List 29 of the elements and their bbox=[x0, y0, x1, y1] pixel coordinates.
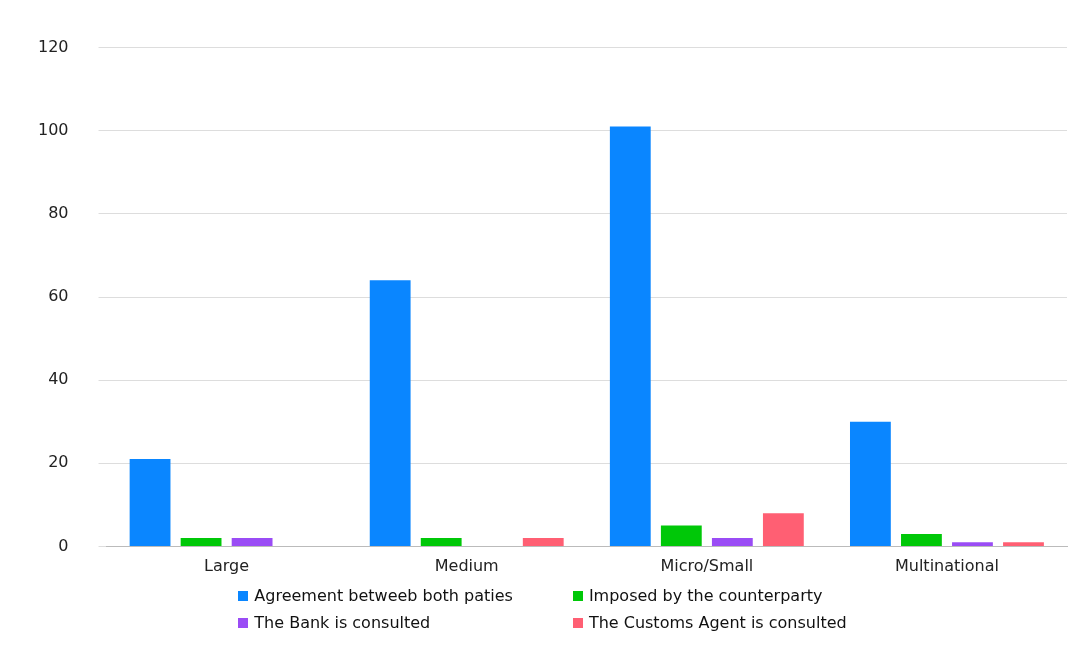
bar bbox=[901, 533, 942, 546]
legend-label: The Customs Agent is consulted bbox=[588, 613, 847, 632]
bar bbox=[180, 538, 222, 546]
x-tick-label: Micro/Small bbox=[660, 556, 754, 576]
bar bbox=[609, 126, 651, 546]
bar bbox=[762, 513, 804, 546]
y-tick-label: 100 bbox=[37, 119, 69, 139]
bar bbox=[1003, 542, 1044, 546]
bar bbox=[850, 421, 891, 546]
bar bbox=[711, 538, 753, 546]
bar bbox=[369, 280, 411, 546]
y-tick-label: 0 bbox=[58, 535, 69, 555]
y-tick-label: 60 bbox=[48, 286, 69, 306]
bar bbox=[952, 542, 993, 546]
y-tick-label: 80 bbox=[48, 203, 69, 223]
bar bbox=[420, 538, 462, 546]
legend-label: Agreement betweeb both paties bbox=[254, 586, 513, 605]
y-tick-label: 120 bbox=[37, 36, 69, 56]
bar bbox=[129, 459, 171, 546]
x-tick-label: Multinational bbox=[894, 556, 999, 576]
bar bbox=[522, 538, 564, 546]
legend-label: Imposed by the counterparty bbox=[588, 586, 823, 605]
bar bbox=[660, 525, 702, 546]
y-tick-label: 20 bbox=[48, 452, 69, 472]
x-tick-label: Medium bbox=[434, 556, 499, 576]
bar bbox=[231, 538, 273, 546]
y-tick-label: 40 bbox=[48, 369, 69, 389]
x-tick-label: Large bbox=[204, 556, 250, 576]
legend-label: The Bank is consulted bbox=[254, 613, 431, 632]
